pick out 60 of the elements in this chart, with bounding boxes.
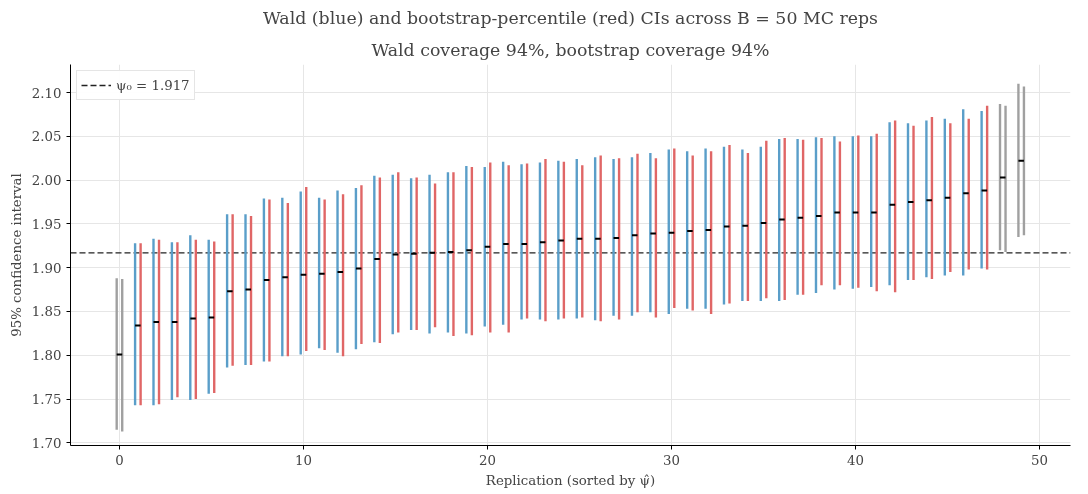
x-tick-label: 10 [295,452,312,468]
bar [1017,83,1020,238]
bar [557,160,560,320]
bar [612,159,615,316]
bar [281,197,284,357]
chart-subtitle: Wald coverage 94%, bootstrap coverage 94% [371,39,770,60]
bar [796,138,799,295]
y-tick-label: 1.90 [31,260,62,276]
bar [691,155,694,311]
bar [765,140,768,299]
bar [176,242,179,398]
x-tick-label: 50 [1031,452,1049,468]
x-tick-label: 0 [115,452,124,468]
legend-label: ψ₀ = 1.917 [116,77,190,93]
bar [833,136,836,290]
bar [360,185,363,344]
bar [152,238,155,406]
bar [323,199,326,351]
bar [373,175,376,343]
bar [925,120,928,278]
bar [231,214,234,366]
x-tick-label: 30 [663,452,681,468]
y-tick-label: 2.10 [31,85,62,101]
bar [139,243,142,406]
y-tick-label: 1.80 [31,348,62,364]
y-tick-label: 2.05 [31,129,62,145]
bar [1004,105,1007,252]
bar [949,123,952,273]
bar [507,165,510,333]
bar [704,148,707,309]
bar [452,172,455,337]
bar [520,164,523,320]
y-axis-title: 95% confidence interval [8,173,24,337]
bar [649,152,652,313]
y-tick-label: 1.95 [31,216,62,232]
y-tick-label: 2.00 [31,173,62,189]
x-tick-label: 20 [479,452,496,468]
bar [912,125,915,280]
x-tick-label: 40 [847,452,865,468]
bar [268,199,271,362]
bar [115,278,118,430]
x-axis-title: Replication (sorted by ψ̂) [485,472,656,488]
bar [544,159,547,322]
bar [636,153,639,313]
bar [888,122,891,286]
bar [465,166,468,334]
y-tick-label: 1.70 [31,435,62,451]
chart-title: Wald (blue) and bootstrap-percentile (red) CIs across B = 50 MC reps [263,7,878,28]
bar [857,135,860,288]
bar [336,190,339,353]
y-tick-label: 1.75 [31,392,62,408]
bar [980,110,983,269]
bar [244,214,247,365]
bar [820,138,823,286]
bar [428,174,431,334]
y-tick-label: 1.85 [31,304,62,320]
bar [599,155,602,322]
bar [415,177,418,330]
bar [741,149,744,301]
bar [728,145,731,304]
